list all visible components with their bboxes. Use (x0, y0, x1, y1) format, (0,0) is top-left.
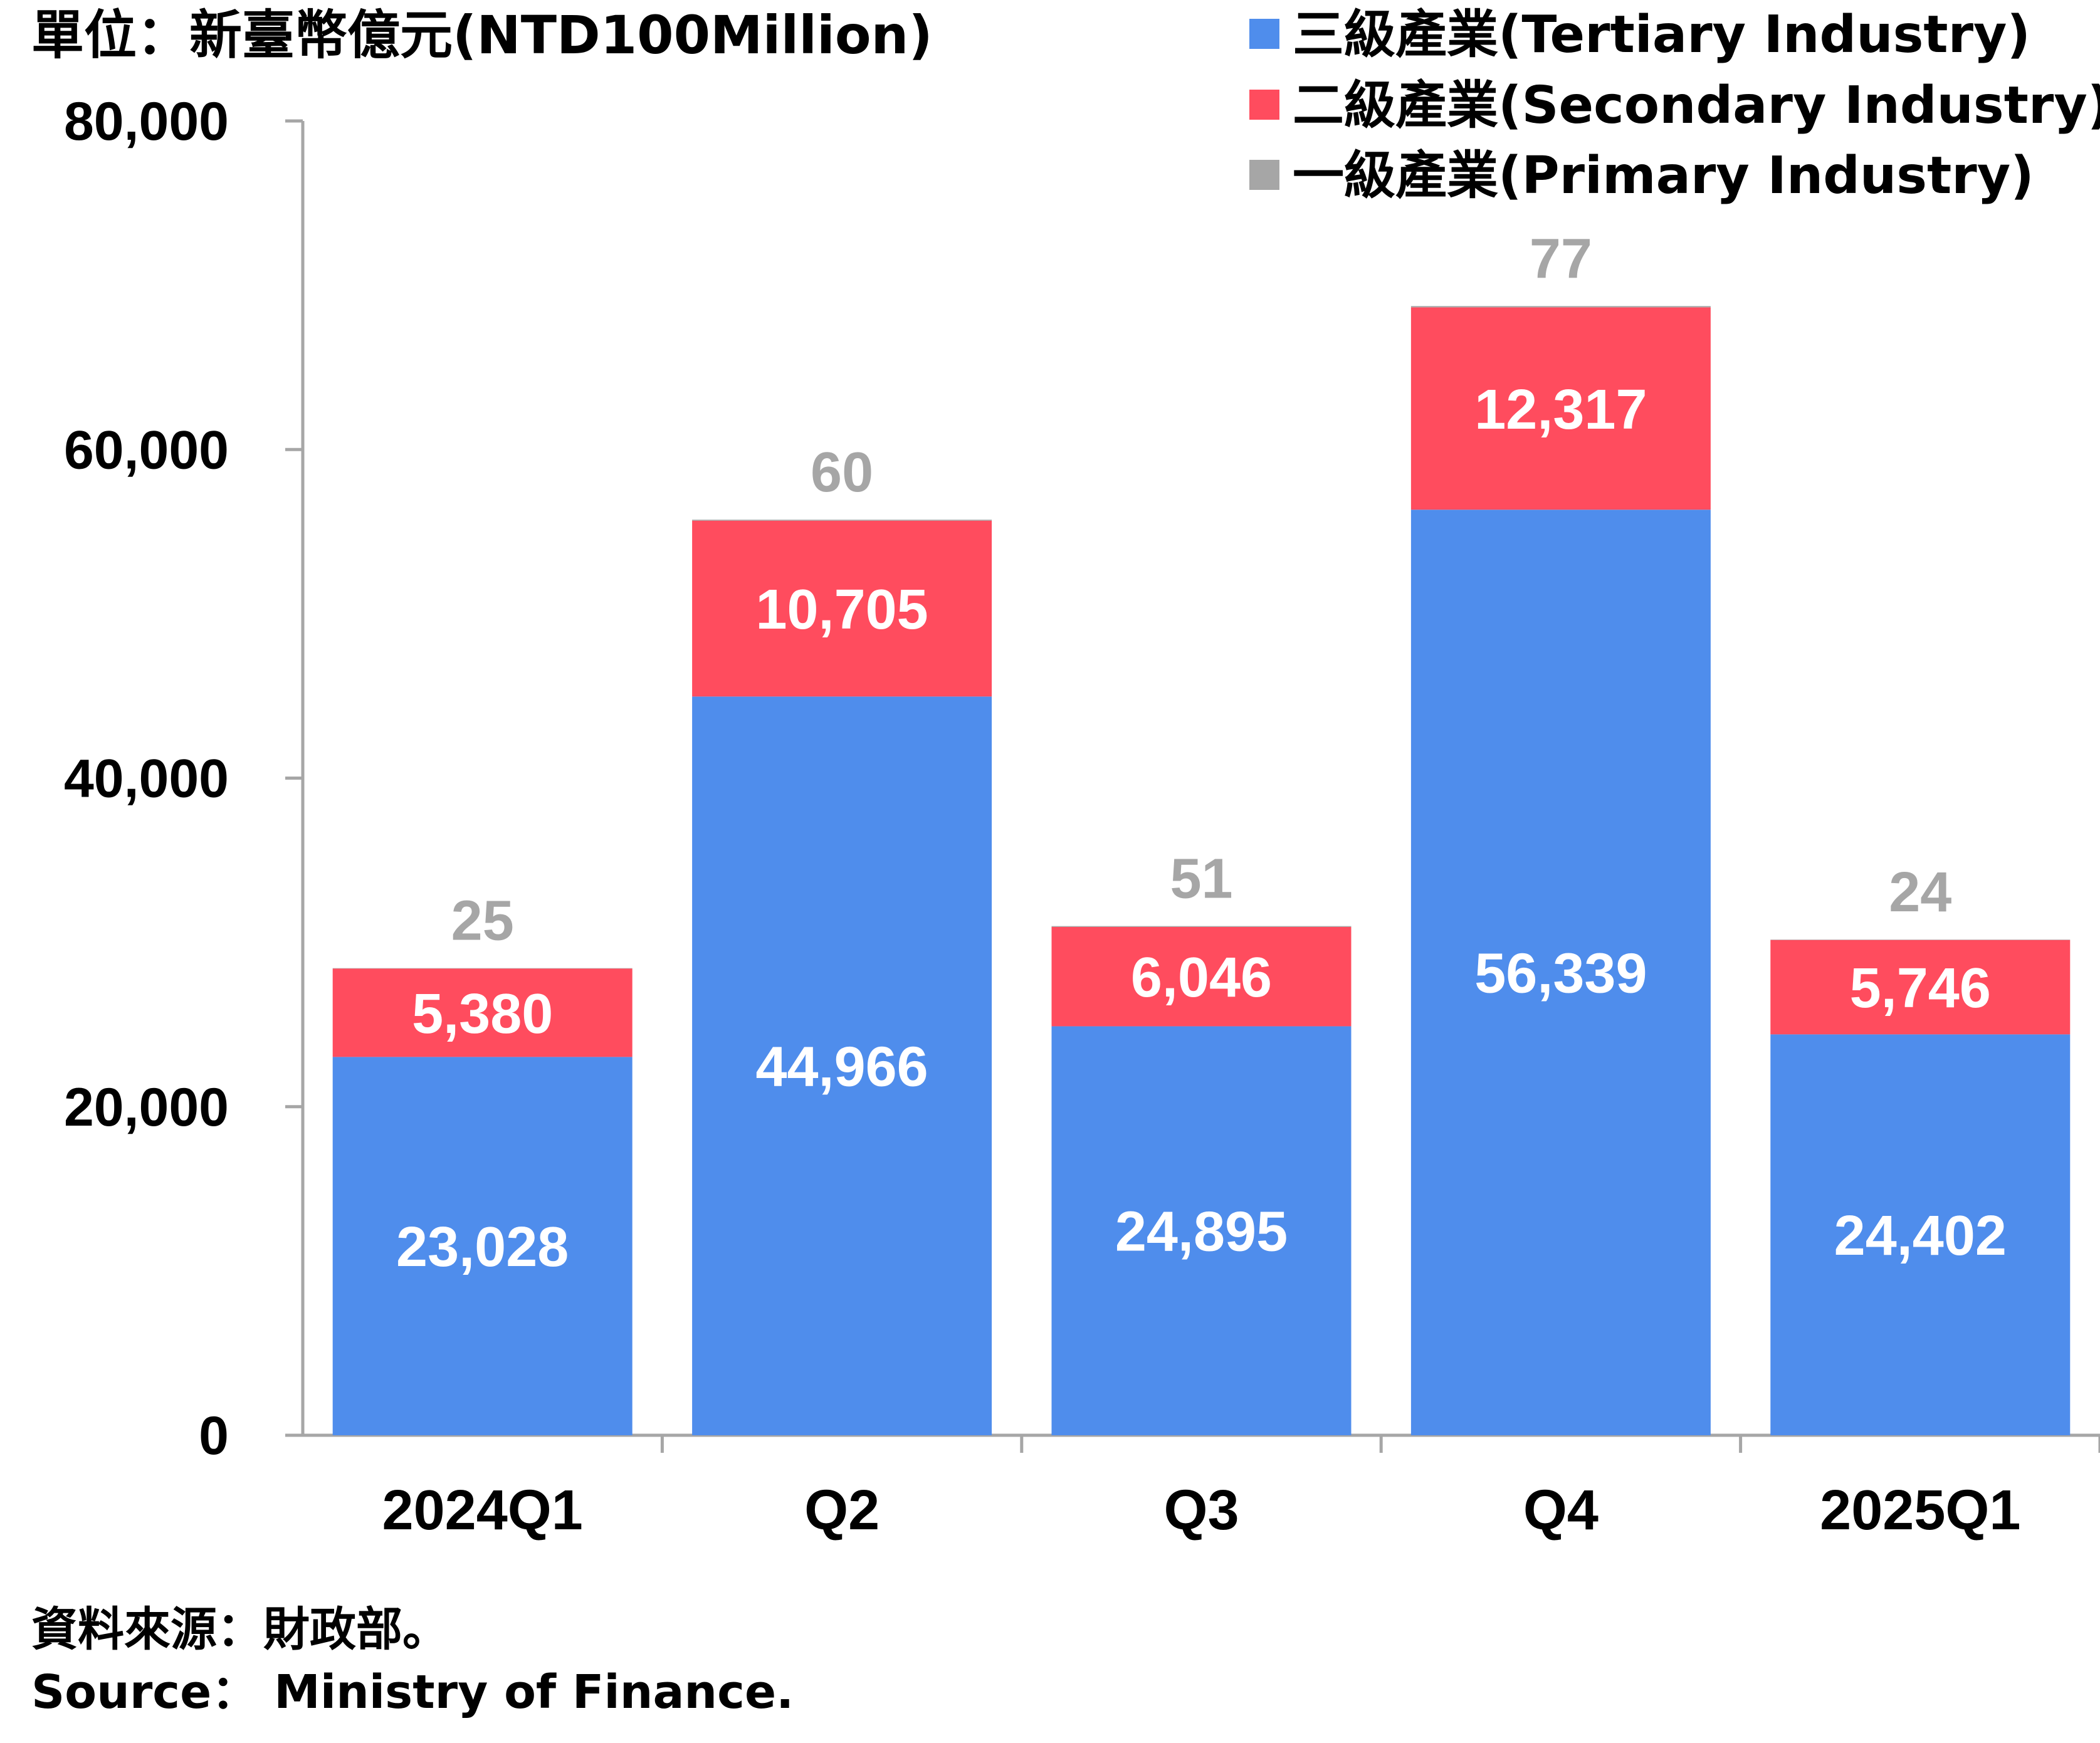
bars (332, 306, 2071, 1435)
bar-segment (1770, 940, 2071, 1035)
bar-segment (332, 1057, 633, 1435)
data-label: 24 (1889, 861, 1951, 924)
data-label: 12,317 (1474, 379, 1647, 441)
source-note-zh: 資料來源：財政部。 (31, 1603, 449, 1657)
legend-swatch (1249, 19, 1279, 49)
y-tick-label: 60,000 (64, 420, 229, 480)
data-labels: 23,028 5,380 25 44,966 10,705 60 24,895 6,046 51… (396, 228, 2007, 1279)
legend-label: 三級產業(Tertiary Industry) (1293, 5, 2030, 65)
data-label: 10,705 (755, 578, 928, 641)
data-label: 56,339 (1474, 943, 1647, 1005)
y-tick-label: 40,000 (64, 749, 229, 809)
x-tick-label: Q2 (804, 1479, 879, 1542)
bar-segment (1051, 1026, 1352, 1435)
bar-segment (692, 696, 992, 1435)
x-tick-label: 2025Q1 (1820, 1479, 2020, 1542)
legend-label: 二級產業(Secondary Industry) (1293, 76, 2100, 135)
bar-segment (1051, 926, 1352, 927)
data-label: 24,402 (1834, 1205, 2007, 1267)
bar-segment (1051, 926, 1352, 1027)
y-tick-label: 80,000 (64, 92, 229, 152)
legend-label: 一級產業(Primary Industry) (1293, 146, 2034, 206)
x-tick-label: Q4 (1523, 1479, 1599, 1542)
bar-segment (1410, 510, 1711, 1435)
bar-segment (332, 968, 633, 1057)
x-tick-label: 2024Q1 (382, 1479, 583, 1542)
data-label: 44,966 (755, 1036, 928, 1099)
bar-segment (1410, 307, 1711, 510)
legend-swatch (1249, 160, 1279, 190)
bar-segment (332, 968, 633, 969)
axes: 0 20,000 40,000 60,000 80,000 2024Q1 Q2 Q3 Q4 202… (64, 92, 2100, 1542)
legend-swatch (1249, 90, 1279, 120)
bar-segment (692, 520, 992, 521)
bar-segment (1770, 1034, 2071, 1435)
data-label: 51 (1170, 848, 1232, 911)
source-note-en: Source： Ministry of Finance. (31, 1665, 794, 1719)
x-tick-label: Q3 (1163, 1479, 1239, 1542)
unit-label: 單位：新臺幣億元(NTD100Million) (31, 4, 933, 66)
data-label: 5,746 (1850, 957, 1991, 1020)
bar-segment (692, 520, 992, 697)
bar-segment (1410, 306, 1711, 308)
y-tick-label: 0 (199, 1406, 229, 1466)
data-label: 24,895 (1115, 1201, 1288, 1264)
data-label: 77 (1530, 228, 1592, 290)
data-label: 5,380 (412, 983, 553, 1045)
data-label: 23,028 (396, 1216, 569, 1279)
data-label: 60 (811, 441, 873, 504)
data-label: 6,046 (1131, 946, 1272, 1009)
y-tick-label: 20,000 (64, 1077, 229, 1138)
legend: 三級產業(Tertiary Industry) 二級產業(Secondary In… (1249, 5, 2100, 206)
data-label: 25 (451, 890, 514, 953)
